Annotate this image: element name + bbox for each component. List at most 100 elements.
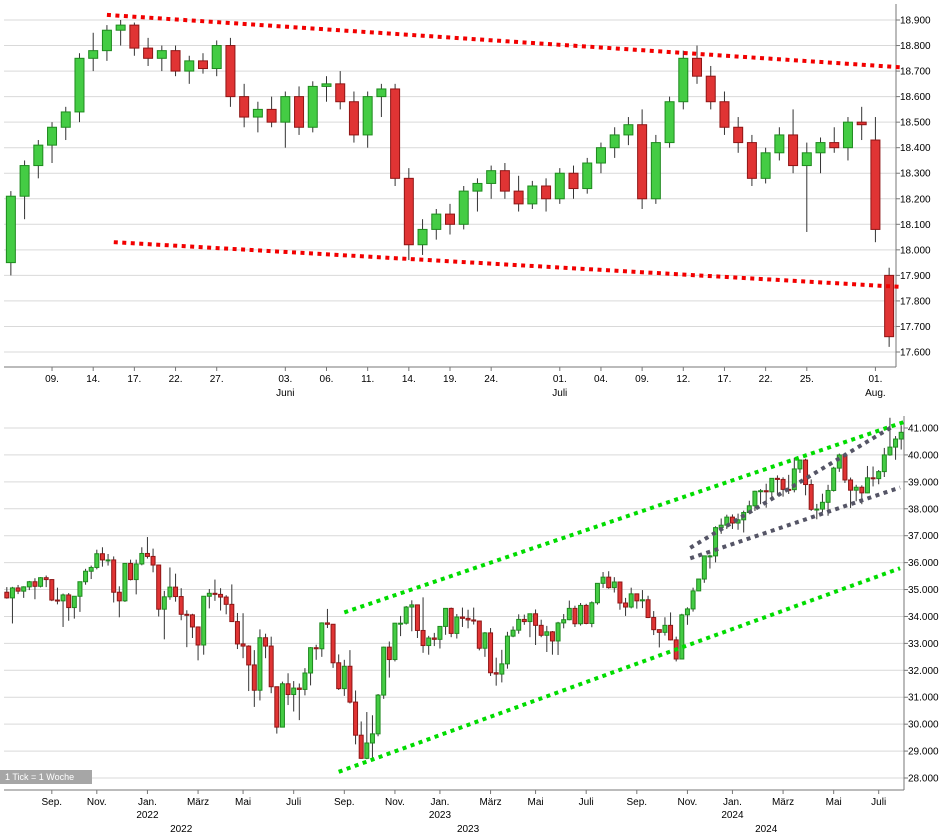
candle bbox=[369, 733, 375, 744]
candle bbox=[330, 623, 336, 664]
candle bbox=[887, 446, 893, 456]
candle bbox=[533, 613, 539, 626]
trendline bbox=[113, 240, 901, 289]
candle bbox=[808, 484, 814, 510]
candle bbox=[617, 581, 623, 604]
candle bbox=[206, 592, 212, 597]
candles-series bbox=[5, 20, 895, 347]
x-axis-label: 2024 bbox=[721, 810, 744, 821]
candle bbox=[189, 614, 195, 628]
candle bbox=[696, 578, 702, 592]
daily-candlestick-chart: 18.900 18.800 18.700 18.600 18.500 18.400 18.3… bbox=[4, 4, 931, 399]
candle bbox=[893, 438, 899, 448]
candle bbox=[274, 686, 280, 728]
candle bbox=[476, 620, 482, 649]
trendline bbox=[689, 424, 894, 550]
candle bbox=[791, 468, 797, 491]
candle bbox=[122, 562, 128, 602]
y-axis-label: 18.200 bbox=[900, 194, 931, 205]
candle bbox=[83, 570, 89, 583]
candle bbox=[448, 607, 454, 634]
candle bbox=[240, 643, 246, 647]
candle bbox=[690, 590, 696, 610]
candle bbox=[527, 185, 538, 205]
x-axis-label: 14. bbox=[86, 374, 100, 385]
candle bbox=[493, 672, 499, 675]
y-axis-label: 18.800 bbox=[900, 41, 931, 52]
candle bbox=[336, 662, 342, 690]
x-axis-label: Juli bbox=[579, 797, 594, 808]
candle bbox=[713, 527, 719, 557]
candle bbox=[769, 477, 775, 493]
candle bbox=[465, 617, 471, 621]
y-axis-label: 28.000 bbox=[908, 774, 939, 785]
x-axis-label: Mai bbox=[235, 797, 251, 808]
candle bbox=[510, 629, 516, 637]
candle bbox=[611, 581, 617, 589]
candle bbox=[701, 555, 707, 580]
candle bbox=[133, 563, 139, 581]
candle bbox=[719, 101, 730, 128]
candle bbox=[307, 85, 318, 128]
x-axis-label: 11. bbox=[361, 374, 374, 385]
candle bbox=[459, 616, 465, 619]
y-axis-label: 17.800 bbox=[900, 296, 931, 307]
trendline bbox=[338, 566, 901, 774]
candle bbox=[341, 665, 347, 690]
candle bbox=[578, 604, 584, 625]
x-axis-label: März bbox=[772, 797, 794, 808]
candle bbox=[335, 83, 346, 103]
candle bbox=[853, 486, 859, 491]
candle bbox=[639, 599, 645, 602]
candle bbox=[572, 607, 578, 625]
candle bbox=[499, 663, 505, 675]
candle bbox=[54, 599, 60, 602]
candle bbox=[746, 142, 757, 179]
candle bbox=[662, 624, 668, 633]
candle bbox=[582, 162, 593, 190]
x-axis-label: Juli bbox=[552, 388, 567, 399]
y-axis-label: 38.000 bbox=[908, 504, 939, 515]
candle bbox=[554, 172, 565, 200]
candle bbox=[223, 596, 229, 605]
candle bbox=[637, 124, 648, 200]
x-axis-label: 19. bbox=[443, 374, 457, 385]
candle bbox=[115, 24, 126, 31]
candle bbox=[831, 467, 837, 491]
candle bbox=[129, 24, 140, 49]
y-axis-label: 17.600 bbox=[900, 348, 931, 359]
candles-series bbox=[4, 417, 904, 761]
y-axis-label: 18.900 bbox=[900, 16, 931, 27]
x-axis-label: 01. bbox=[868, 374, 882, 385]
candle bbox=[705, 75, 716, 103]
candle bbox=[139, 552, 145, 565]
candle bbox=[651, 617, 657, 631]
candle bbox=[308, 647, 314, 674]
y-axis-label: 29.000 bbox=[908, 747, 939, 758]
candle bbox=[437, 625, 443, 640]
candle bbox=[252, 108, 263, 118]
candle bbox=[684, 608, 690, 616]
candle bbox=[819, 501, 825, 510]
x-axis-label: 06. bbox=[320, 374, 334, 385]
candle bbox=[47, 126, 58, 146]
candle bbox=[752, 490, 758, 507]
candle bbox=[105, 559, 111, 562]
candle bbox=[296, 687, 302, 690]
candle bbox=[319, 622, 325, 650]
x-axis-label: Nov. bbox=[385, 797, 405, 808]
y-axis-label: 18.300 bbox=[900, 169, 931, 180]
candle bbox=[634, 593, 640, 602]
x-axis-label: März bbox=[187, 797, 209, 808]
candle bbox=[664, 101, 675, 144]
candle bbox=[257, 637, 263, 691]
candle bbox=[321, 83, 332, 87]
x-axis-label: Mai bbox=[826, 797, 842, 808]
candle bbox=[324, 622, 330, 625]
candle bbox=[623, 602, 629, 608]
candle bbox=[541, 185, 552, 200]
lower-chart-panel: 41.000 40.000 39.000 38.000 37.000 36.000 35.0… bbox=[0, 412, 943, 838]
candle bbox=[856, 121, 867, 126]
candle bbox=[679, 614, 685, 660]
candle bbox=[111, 559, 117, 593]
